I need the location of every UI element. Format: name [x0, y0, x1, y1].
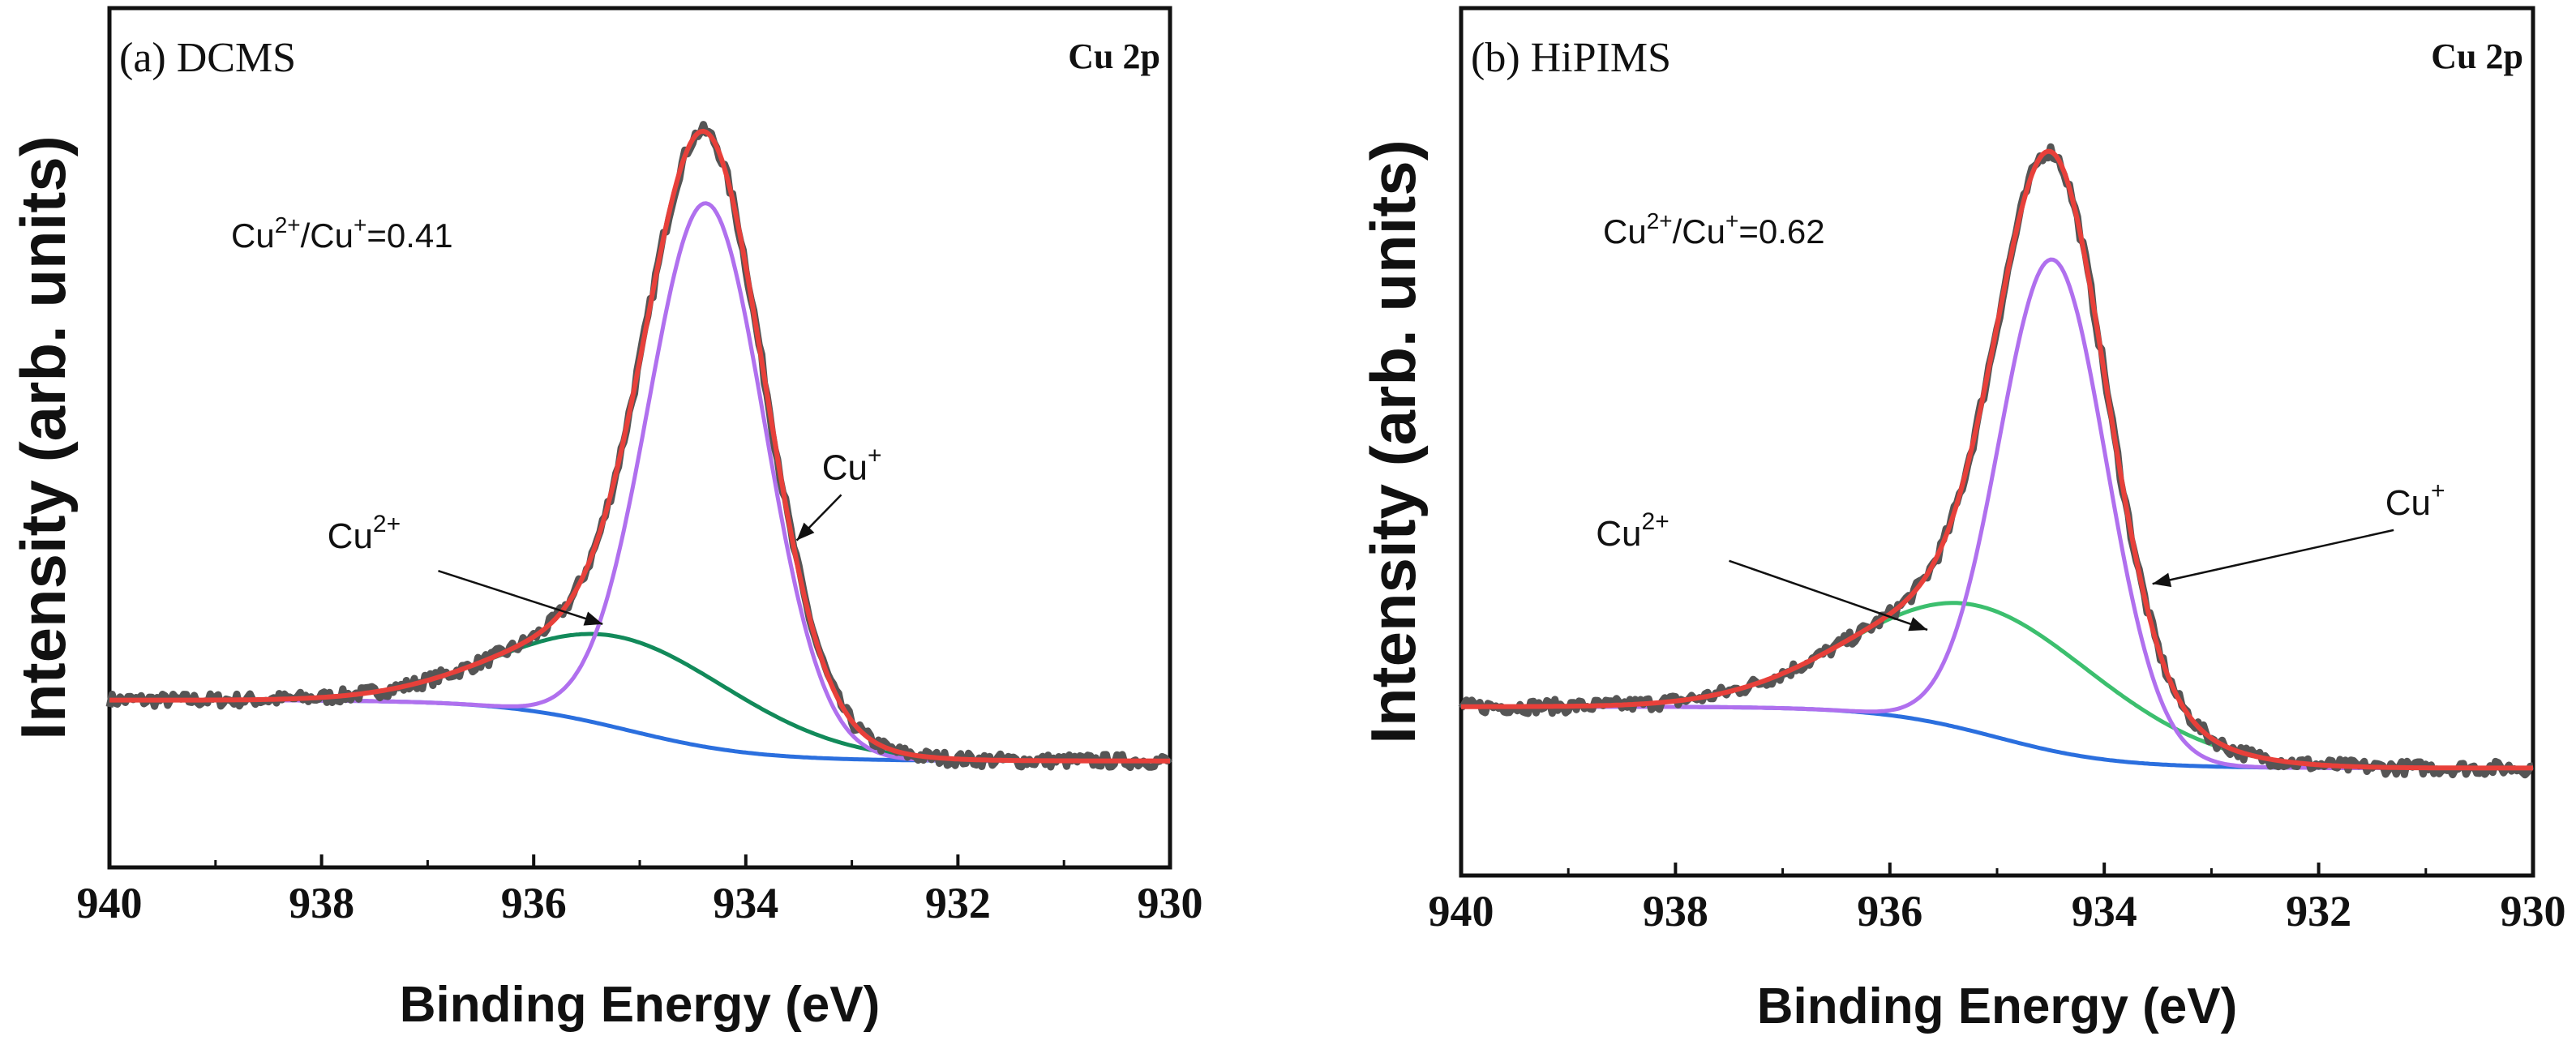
- ratio-base: Cu: [231, 216, 275, 255]
- x-tick-label: 936: [501, 879, 567, 927]
- ratio-mid: /Cu: [301, 216, 354, 255]
- plot-frame: [107, 6, 1172, 870]
- x-tick-label: 938: [289, 879, 354, 927]
- annotation-label: Cu2+: [1596, 508, 1669, 554]
- ratio-sup1: 2+: [1647, 208, 1673, 233]
- y-axis-title: Intensity (arb. units): [7, 135, 79, 739]
- x-axis-title: Binding Energy (eV): [400, 977, 880, 1033]
- corner-label: Cu 2p: [2431, 36, 2523, 76]
- ratio-tail: =0.41: [366, 216, 452, 255]
- ratio-sup2: +: [354, 212, 366, 238]
- x-tick-label: 934: [713, 879, 778, 927]
- ratio-sup2: +: [1725, 208, 1738, 233]
- ratio-tail: =0.62: [1738, 212, 1824, 250]
- annotation-label: Cu+: [2385, 477, 2445, 523]
- ratio-mid: /Cu: [1673, 212, 1725, 250]
- x-tick-label: 940: [77, 879, 143, 927]
- x-tick-label: 932: [2286, 887, 2351, 936]
- panel-dcms: 940 938 936 934 932 930 Binding Energy (eV) Int…: [7, 6, 1203, 1033]
- ratio-sup1: 2+: [275, 212, 301, 238]
- x-axis-title: Binding Energy (eV): [1757, 978, 2237, 1034]
- corner-label: Cu 2p: [1068, 36, 1160, 76]
- series-line-cu-: [109, 201, 1170, 764]
- annotation-arrow-line: [1729, 559, 1928, 632]
- x-tick-label: 938: [1643, 887, 1708, 936]
- ratio-label: Cu2+/Cu+=0.62: [1603, 208, 1825, 250]
- x-tick-label: 940: [1429, 887, 1494, 936]
- annotation-label-sup: +: [868, 443, 882, 469]
- annotation-arrow-line: [438, 569, 603, 626]
- annotation-label-base: Cu: [328, 516, 373, 556]
- annotation-label-sup: 2+: [373, 511, 401, 537]
- y-axis-title: Intensity (arb. units): [1357, 139, 1429, 743]
- series-line-envelope: [109, 128, 1170, 764]
- annotation-arrow-head: [1908, 617, 1928, 632]
- annotation-label: Cu2+: [328, 511, 401, 556]
- annotation-label-base: Cu: [1596, 514, 1641, 554]
- panel-label: (b) HiPIMS: [1471, 35, 1671, 81]
- series-line-background: [109, 698, 1170, 764]
- annotation-arrow-head: [796, 522, 815, 541]
- panel-label: (a) DCMS: [119, 35, 296, 81]
- series-line-cu2-: [1461, 601, 2533, 770]
- annotation-label: Cu+: [822, 443, 882, 488]
- series-line-envelope: [1461, 148, 2533, 771]
- x-tick-label: 936: [1857, 887, 1922, 936]
- annotation-label-base: Cu: [822, 448, 868, 488]
- ratio-label: Cu2+/Cu+=0.41: [231, 212, 453, 255]
- x-tick-label: 934: [2072, 887, 2137, 936]
- annotation-label-base: Cu: [2385, 483, 2431, 523]
- annotation-arrow-head: [583, 611, 603, 626]
- annotation-label-sup: 2+: [1642, 508, 1669, 535]
- annotation-arrow-head: [2152, 572, 2172, 588]
- ratio-base: Cu: [1603, 212, 1647, 250]
- annotation-arrow-line: [2152, 529, 2394, 585]
- series-line-background: [1461, 704, 2533, 770]
- x-tick-label: 930: [2501, 887, 2566, 936]
- x-tick-label: 932: [925, 879, 991, 927]
- panel-hipims: 940 938 936 934 932 930 Binding Energy (eV) Int…: [1357, 6, 2566, 1034]
- annotation-label-sup: +: [2431, 477, 2445, 504]
- x-tick-label: 930: [1138, 879, 1203, 927]
